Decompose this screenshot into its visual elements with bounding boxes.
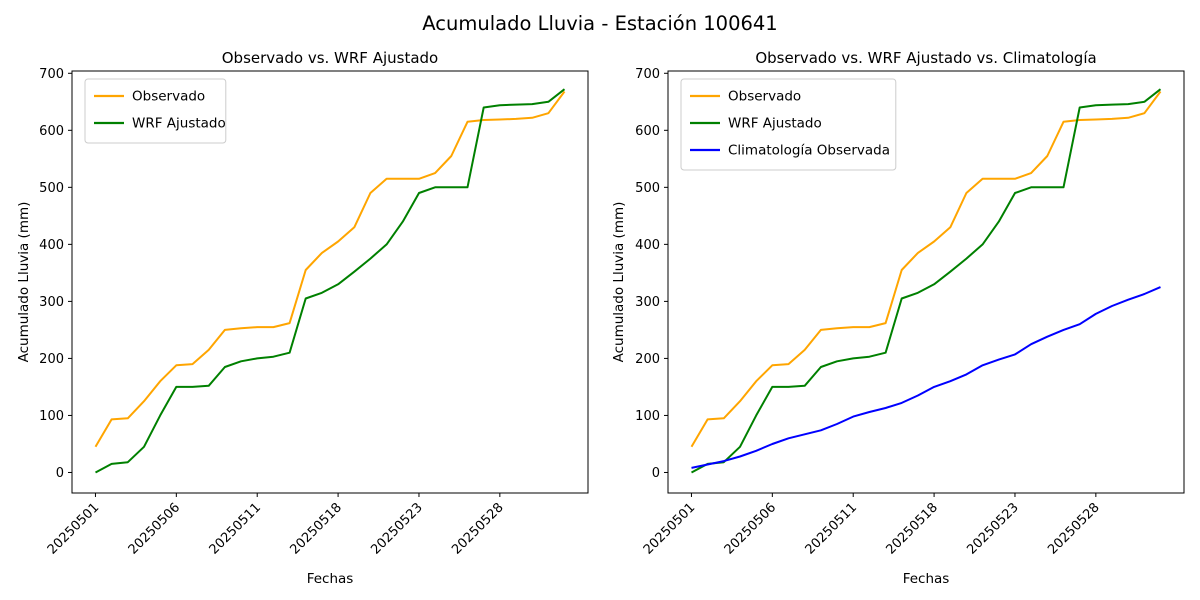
series-line-climatolog-a-observada xyxy=(691,286,1161,469)
legend-label: WRF Ajustado xyxy=(132,116,226,132)
legend-label: WRF Ajustado xyxy=(728,116,822,132)
figure-title: Acumulado Lluvia - Estación 100641 xyxy=(422,12,778,35)
x-tick-label: 20250528 xyxy=(449,500,506,557)
left-chart-title: Observado vs. WRF Ajustado xyxy=(221,49,439,67)
legend-label: Observado xyxy=(728,89,801,105)
chart-1: 0 100 200 300 400 500 600 700 20250501 20250506 20… xyxy=(635,67,1185,558)
y-tick-label: 600 xyxy=(39,124,64,139)
y-tick-label: 100 xyxy=(635,409,660,424)
y-tick-label: 700 xyxy=(39,67,64,82)
legend-box xyxy=(680,78,897,171)
legend-label: Observado xyxy=(132,89,205,105)
series-line-wrf-ajustado xyxy=(95,88,566,474)
left-y-axis-label: Acumulado Lluvia (mm) xyxy=(16,201,32,363)
axes-frame xyxy=(71,70,589,494)
left-x-axis-label: Fechas xyxy=(306,571,354,587)
x-tick-label: 20250506 xyxy=(722,500,779,557)
chart-0: 0 100 200 300 400 500 600 700 20250501 20250506 20… xyxy=(39,67,589,558)
x-tick-label: 20250523 xyxy=(368,500,425,557)
x-tick-label: 20250506 xyxy=(126,500,183,557)
x-tick-label: 20250511 xyxy=(207,500,264,557)
series-line-wrf-ajustado xyxy=(691,88,1162,474)
y-tick-label: 100 xyxy=(39,409,64,424)
y-tick-label: 0 xyxy=(652,466,660,481)
right-y-axis-label: Acumulado Lluvia (mm) xyxy=(611,201,627,363)
y-tick-label: 200 xyxy=(39,352,64,367)
y-tick-label: 300 xyxy=(635,295,660,310)
y-tick-label: 400 xyxy=(39,238,64,253)
axes-frame xyxy=(667,70,1185,494)
right-chart-title: Observado vs. WRF Ajustado vs. Climatolo… xyxy=(755,49,1097,67)
x-tick-label: 20250501 xyxy=(641,500,698,557)
x-tick-label: 20250528 xyxy=(1045,500,1102,557)
y-tick-label: 600 xyxy=(635,124,660,139)
x-tick-label: 20250518 xyxy=(884,500,941,557)
y-tick-label: 200 xyxy=(635,352,660,367)
y-tick-label: 400 xyxy=(635,238,660,253)
y-tick-label: 500 xyxy=(635,181,660,196)
x-tick-label: 20250511 xyxy=(803,500,860,557)
x-tick-label: 20250518 xyxy=(288,500,345,557)
legend-label: Climatología Observada xyxy=(728,143,890,159)
y-tick-label: 500 xyxy=(39,181,64,196)
y-tick-label: 300 xyxy=(39,295,64,310)
x-tick-label: 20250523 xyxy=(964,500,1021,557)
series-line-observado xyxy=(690,90,1162,448)
right-x-axis-label: Fechas xyxy=(902,571,950,587)
y-tick-label: 0 xyxy=(56,466,64,481)
y-tick-label: 700 xyxy=(635,67,660,82)
x-tick-label: 20250501 xyxy=(45,500,102,557)
series-line-observado xyxy=(94,90,566,448)
